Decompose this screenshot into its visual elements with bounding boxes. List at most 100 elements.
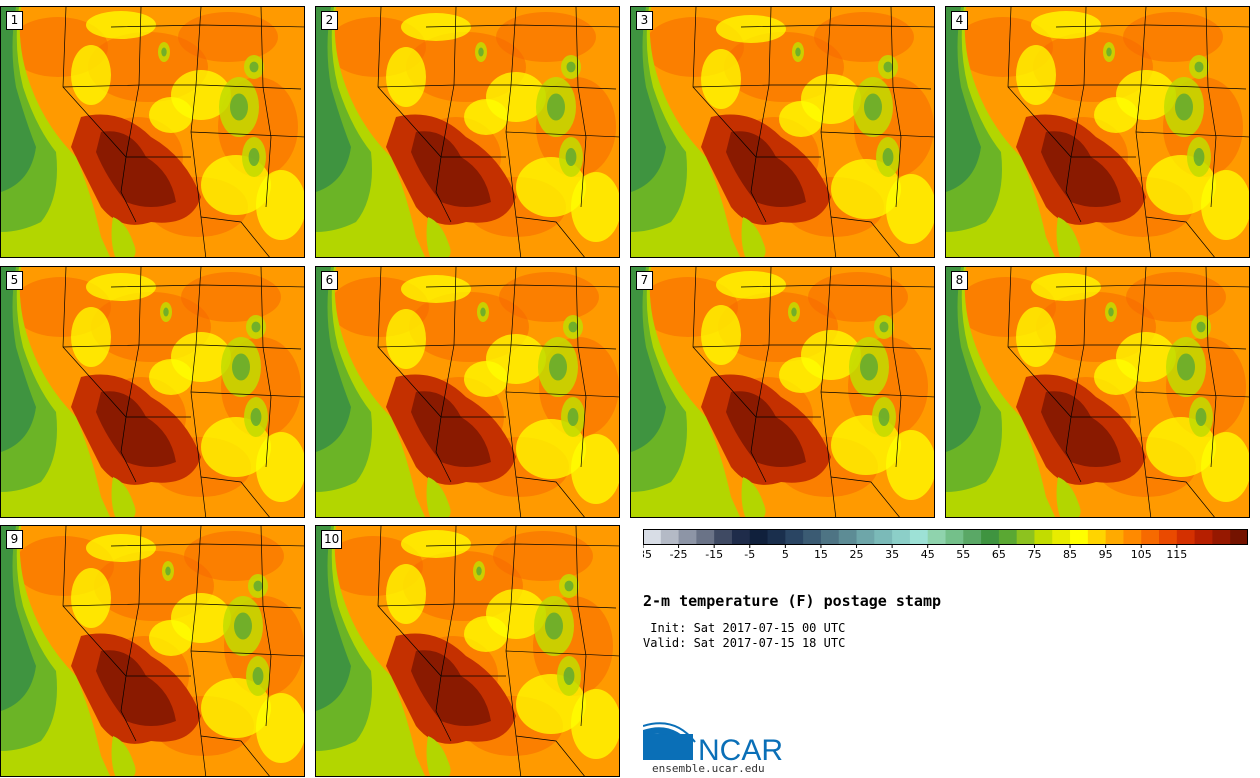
hottest-region	[726, 391, 806, 467]
hottest-region	[96, 391, 176, 467]
state-border	[125, 267, 142, 418]
state-border	[62, 344, 302, 350]
state-border	[740, 24, 934, 28]
colorbar-swatch	[1052, 529, 1071, 545]
state-border	[515, 216, 585, 257]
state-border	[1055, 24, 1249, 28]
member-number-label: 7	[636, 271, 653, 290]
state-border	[505, 131, 619, 138]
colorbar-tick-label: 5	[782, 548, 789, 561]
colorbar-swatch	[731, 529, 751, 545]
state-border	[190, 131, 304, 138]
state-border	[110, 284, 304, 288]
state-border	[110, 24, 304, 28]
member-number-label: 5	[6, 271, 23, 290]
state-border	[1205, 267, 1217, 468]
state-border	[1135, 131, 1249, 138]
hottest-region	[96, 650, 176, 726]
member-number-label: 3	[636, 11, 653, 30]
colorbar-tick-label: 25	[850, 548, 864, 561]
ensemble-member-map: 7	[630, 266, 935, 518]
colorbar-tick-label: 105	[1131, 548, 1152, 561]
state-border	[575, 526, 587, 727]
colorbar-swatch	[909, 529, 929, 545]
hottest-region	[411, 391, 491, 467]
colorbar-tick-label: 15	[814, 548, 828, 561]
state-border	[200, 216, 270, 257]
state-border	[440, 526, 457, 677]
state-border	[425, 284, 619, 288]
state-border	[200, 476, 270, 517]
colorbar-tick-label: 75	[1027, 548, 1041, 561]
valid-time: Valid: Sat 2017-07-15 18 UTC	[643, 636, 846, 650]
state-border	[440, 7, 457, 158]
colorbar-swatch	[1034, 529, 1053, 545]
colorbar-swatch	[998, 529, 1018, 545]
colorbar-swatch	[660, 529, 680, 545]
member-number-label: 10	[321, 530, 343, 549]
colorbar-swatch	[1194, 529, 1213, 545]
state-border	[575, 7, 587, 208]
colorbar-tick-label: 115	[1166, 548, 1187, 561]
map-svg	[1, 526, 304, 776]
colorbar-swatch	[803, 529, 822, 545]
map-svg	[631, 267, 934, 517]
map-svg	[316, 7, 619, 257]
state-border	[1135, 391, 1249, 398]
colorbar-tick-label: -15	[705, 548, 723, 561]
ensemble-url: ensemble.ucar.edu	[652, 762, 765, 775]
state-border	[377, 603, 617, 609]
state-border	[820, 391, 934, 398]
state-border	[1007, 84, 1247, 90]
colorbar-tick-label: -25	[670, 548, 688, 561]
ncar-logo-text: NCAR	[698, 734, 783, 762]
state-border	[1205, 7, 1217, 208]
map-svg	[316, 267, 619, 517]
colorbar-tick-label: -35	[643, 548, 652, 561]
colorbar-swatch	[1070, 529, 1089, 545]
map-svg	[946, 7, 1249, 257]
colorbar-swatch	[1159, 529, 1178, 545]
state-border	[1055, 284, 1249, 288]
state-border	[125, 7, 142, 158]
colorbar-swatch	[874, 529, 893, 545]
init-time: Init: Sat 2017-07-15 00 UTC	[643, 621, 846, 635]
state-border	[1145, 216, 1215, 257]
colorbar-swatch	[892, 529, 911, 545]
state-border	[830, 216, 900, 257]
colorbar-swatch	[678, 529, 697, 545]
ensemble-member-map: 8	[945, 266, 1250, 518]
member-number-label: 9	[6, 530, 23, 549]
map-svg	[1, 7, 304, 257]
colorbar-frame	[643, 529, 1248, 545]
colorbar-tick-label: 35	[885, 548, 899, 561]
state-border	[505, 650, 619, 657]
colorbar-swatch	[1123, 529, 1142, 545]
hottest-region	[411, 131, 491, 207]
state-border	[260, 267, 272, 468]
colorbar-swatch	[1105, 529, 1124, 545]
state-border	[62, 84, 302, 90]
colorbar-swatch	[820, 529, 840, 545]
state-border	[200, 735, 270, 776]
ncar-logo: NCAR	[642, 720, 793, 767]
member-number-label: 8	[951, 271, 968, 290]
state-border	[110, 543, 304, 547]
colorbar-swatch	[1141, 529, 1160, 545]
member-number-label: 1	[6, 11, 23, 30]
temperature-colorbar: -35 -25 -15 -5 5 15 25 35 45 55 65 75 85 95 105 115	[643, 529, 1248, 561]
colorbar-swatch	[963, 529, 982, 545]
state-border	[190, 391, 304, 398]
colorbar-swatch	[714, 529, 733, 545]
ensemble-member-map: 5	[0, 266, 305, 518]
state-border	[890, 267, 902, 468]
colorbar-swatch	[1212, 529, 1231, 545]
colorbar-swatch	[1016, 529, 1035, 545]
map-svg	[946, 267, 1249, 517]
colorbar-swatch	[643, 529, 662, 545]
colorbar-tick-label: 95	[1099, 548, 1113, 561]
state-border	[260, 7, 272, 208]
colorbar-swatch	[749, 529, 769, 545]
colorbar-tick-label: 55	[956, 548, 970, 561]
member-number-label: 4	[951, 11, 968, 30]
